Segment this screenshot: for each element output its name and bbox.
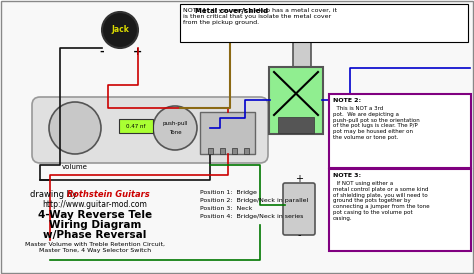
FancyBboxPatch shape: [283, 183, 315, 235]
Bar: [232, 148, 237, 154]
Text: Position 1:  Bridge: Position 1: Bridge: [200, 190, 257, 195]
FancyBboxPatch shape: [293, 8, 311, 72]
Circle shape: [102, 12, 138, 48]
FancyBboxPatch shape: [329, 94, 471, 168]
Text: Position 2:  Bridge/Neck in parallel: Position 2: Bridge/Neck in parallel: [200, 198, 308, 203]
FancyBboxPatch shape: [269, 67, 323, 134]
Text: volume: volume: [62, 164, 88, 170]
Text: 0.47 nf: 0.47 nf: [126, 124, 146, 129]
Text: Position 3:  Neck: Position 3: Neck: [200, 206, 252, 211]
Bar: [208, 148, 213, 154]
Text: This is NOT a 3rd
pot.  We are depicting a
push-pull pot so the orientation
of t: This is NOT a 3rd pot. We are depicting …: [333, 106, 420, 140]
Text: +: +: [295, 174, 303, 184]
FancyBboxPatch shape: [119, 119, 153, 133]
Text: drawing by: drawing by: [30, 190, 80, 199]
Circle shape: [153, 106, 197, 150]
Text: -: -: [100, 47, 104, 57]
Text: -: -: [300, 15, 304, 25]
Bar: [278, 117, 314, 133]
Text: If NOT using either a
metal control plate or a some kind
of shielding plate, you: If NOT using either a metal control plat…: [333, 181, 429, 221]
Bar: [200, 112, 255, 154]
Text: Rothstein Guitars: Rothstein Guitars: [67, 190, 150, 199]
Text: +: +: [133, 47, 143, 57]
Text: Master Volume with Treble Retention Circuit,
Master Tone, 4 Way Selector Switch: Master Volume with Treble Retention Circ…: [25, 242, 165, 253]
Bar: [180, 4, 468, 42]
Text: http://www.guitar-mod.com: http://www.guitar-mod.com: [43, 200, 147, 209]
Text: NOTE 2:: NOTE 2:: [333, 98, 361, 103]
FancyBboxPatch shape: [329, 169, 471, 251]
Text: Position 4:  Bridge/Neck in series: Position 4: Bridge/Neck in series: [200, 214, 303, 219]
FancyBboxPatch shape: [32, 97, 268, 163]
Text: -: -: [297, 230, 301, 240]
Text: NOTE 3:: NOTE 3:: [333, 173, 361, 178]
Text: Jack: Jack: [111, 25, 129, 35]
Text: w/Phase Reversal: w/Phase Reversal: [43, 230, 146, 240]
Bar: [220, 148, 225, 154]
Text: 4-Way Reverse Tele: 4-Way Reverse Tele: [38, 210, 152, 220]
Text: NOTE 1:  If you neck pickup has a metal cover, it
is then critical that you isol: NOTE 1: If you neck pickup has a metal c…: [183, 8, 337, 25]
Bar: [244, 148, 249, 154]
Circle shape: [49, 102, 101, 154]
Text: Tone: Tone: [169, 130, 182, 135]
Text: Wiring Diagram: Wiring Diagram: [49, 220, 141, 230]
Text: push-pull: push-pull: [162, 121, 188, 127]
Text: Metal cover/shield: Metal cover/shield: [195, 8, 269, 14]
